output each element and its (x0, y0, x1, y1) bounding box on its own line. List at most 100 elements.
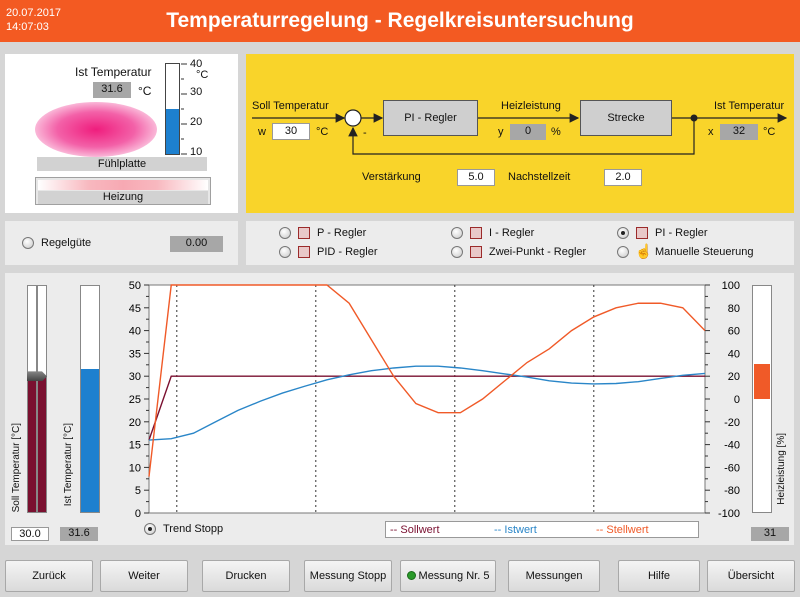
heizung-glow (38, 180, 208, 190)
soll-temperatur-bar-value[interactable]: 30.0 (11, 527, 49, 541)
zurueck-button[interactable]: Zurück (5, 560, 93, 592)
drucken-button[interactable]: Drucken (202, 560, 290, 592)
thermometer-unit: °C (196, 69, 209, 81)
heizleistung-axis-label: Heizleistung [%] (776, 433, 787, 505)
control-loop-diagram: Soll Temperatur w 30 °C - PI - Regler He… (246, 54, 794, 213)
left-axis-tick-label: 50 (129, 280, 141, 292)
right-axis-tick-label: -80 (724, 485, 740, 497)
status-led-icon (406, 571, 416, 580)
soll-slider-handle[interactable] (27, 371, 47, 382)
series-line-sollwert (148, 375, 705, 441)
soll-temperatur-label: Soll Temperatur (252, 100, 329, 112)
radio-p-regler[interactable] (279, 227, 291, 239)
trend-stopp-label: Trend Stopp (163, 523, 224, 535)
messung-nr-label: Messung Nr. 5 (418, 570, 490, 582)
pid-regler-icon (298, 246, 310, 258)
regelguete-label: Regelgüte (41, 237, 92, 249)
right-axis-tick-label: 40 (728, 348, 740, 360)
heizung-label: Heizung (38, 191, 208, 204)
series-line-istwert (148, 365, 706, 441)
weiter-button[interactable]: Weiter (100, 560, 188, 592)
right-axis-tick-label: 100 (722, 280, 740, 292)
left-axis-tick-label: 10 (129, 462, 141, 474)
heizleistung-label: Heizleistung (501, 100, 561, 112)
radio-pi-regler[interactable] (617, 227, 629, 239)
label-i-regler[interactable]: I - Regler (489, 227, 535, 239)
thermometer-tick-40: 40 (190, 58, 203, 70)
left-axis-tick-label: 25 (129, 394, 141, 406)
thermometer-scale (181, 63, 187, 155)
legend-stellwert: -- Stellwert (596, 524, 649, 536)
verstaerkung-input[interactable]: 5.0 (457, 169, 495, 186)
ist-temperatur-unit: °C (138, 84, 152, 98)
messung-stopp-button[interactable]: Messung Stopp (304, 560, 392, 592)
messung-nr-button[interactable]: Messung Nr. 5 (400, 560, 496, 592)
radio-i-regler[interactable] (451, 227, 463, 239)
loop-wires (252, 109, 788, 155)
right-axis-tick-label: -40 (724, 440, 740, 452)
fuehlplatte-label: Fühlplatte (37, 157, 207, 171)
ist-temperatur-bar (80, 285, 100, 513)
soll-slider-track (36, 286, 38, 512)
thermometer-tick-20: 20 (190, 116, 203, 128)
p-regler-icon (298, 227, 310, 239)
w-unit: °C (316, 126, 329, 138)
label-pid-regler[interactable]: PID - Regler (317, 246, 378, 258)
y-label: y (498, 126, 504, 138)
label-p-regler[interactable]: P - Regler (317, 227, 367, 239)
thermometer-fill (166, 108, 179, 154)
strecke-block: Strecke (580, 100, 672, 136)
y-value: 0 (510, 124, 546, 140)
regelguete-panel: Regelgüte 0.00 (5, 221, 238, 265)
heizung-box: Heizung (35, 177, 211, 205)
right-axis-tick-label: 0 (734, 394, 740, 406)
trend-stopp-radio[interactable] (144, 523, 156, 535)
right-axis-tick-label: -100 (718, 508, 740, 520)
uebersicht-button[interactable]: Übersicht (707, 560, 795, 592)
left-axis-tick-label: 40 (129, 326, 141, 338)
verstaerkung-label: Verstärkung (362, 171, 421, 183)
sensor-panel: Ist Temperatur 31.6 °C Fühlplatte Heizun… (5, 54, 238, 213)
thermometer-tick-10: 10 (190, 146, 203, 158)
messungen-button[interactable]: Messungen (508, 560, 600, 592)
regelguete-value: 0.00 (170, 236, 223, 252)
nachstellzeit-label: Nachstellzeit (508, 171, 571, 183)
left-axis-tick-label: 20 (129, 417, 141, 429)
regelguete-radio[interactable] (22, 237, 34, 249)
x-unit: °C (763, 126, 776, 138)
pi-regler-block: PI - Regler (383, 100, 478, 136)
ist-temperatur-loop-label: Ist Temperatur (714, 100, 785, 112)
soll-temperatur-input[interactable]: 30 (272, 123, 310, 140)
legend-istwert: -- Istwert (494, 524, 537, 536)
y-unit: % (551, 126, 561, 138)
right-axis-tick-label: 20 (728, 371, 740, 383)
x-value: 32 (720, 124, 758, 140)
nachstellzeit-input[interactable]: 2.0 (604, 169, 642, 186)
page-title: Temperaturregelung - Regelkreisuntersuch… (166, 9, 634, 32)
left-axis-tick-label: 0 (135, 508, 141, 520)
label-manuelle-steuerung[interactable]: Manuelle Steuerung (655, 246, 754, 258)
w-label: w (258, 126, 266, 138)
label-pi-regler[interactable]: PI - Regler (655, 227, 708, 239)
heizleistung-bar (752, 285, 772, 513)
hand-icon: ☝ (635, 243, 653, 259)
pi-regler-icon (636, 227, 648, 239)
i-regler-icon (470, 227, 482, 239)
header-time: 14:07:03 (6, 21, 49, 33)
x-label: x (708, 126, 714, 138)
trend-panel: Soll Temperatur [°C] 30.0 Ist Temperatur… (5, 273, 794, 545)
left-axis-tick-label: 30 (129, 371, 141, 383)
heizleistung-bar-value: 31 (751, 527, 789, 541)
label-zwei-punkt-regler[interactable]: Zwei-Punkt - Regler (489, 246, 587, 258)
radio-zwei-punkt-regler[interactable] (451, 246, 463, 258)
feedback-minus-sign: - (363, 127, 367, 139)
header-bar: 20.07.2017 14:07:03 Temperaturregelung -… (0, 0, 800, 42)
ist-temperatur-value: 31.6 (93, 82, 131, 98)
heizleistung-bar-fill (754, 363, 770, 399)
ist-temperatur-bar-value: 31.6 (60, 527, 98, 541)
hilfe-button[interactable]: Hilfe (618, 560, 700, 592)
left-axis-tick-label: 5 (135, 485, 141, 497)
radio-manuelle-steuerung[interactable] (617, 246, 629, 258)
radio-pid-regler[interactable] (279, 246, 291, 258)
right-axis-tick-label: -20 (724, 417, 740, 429)
